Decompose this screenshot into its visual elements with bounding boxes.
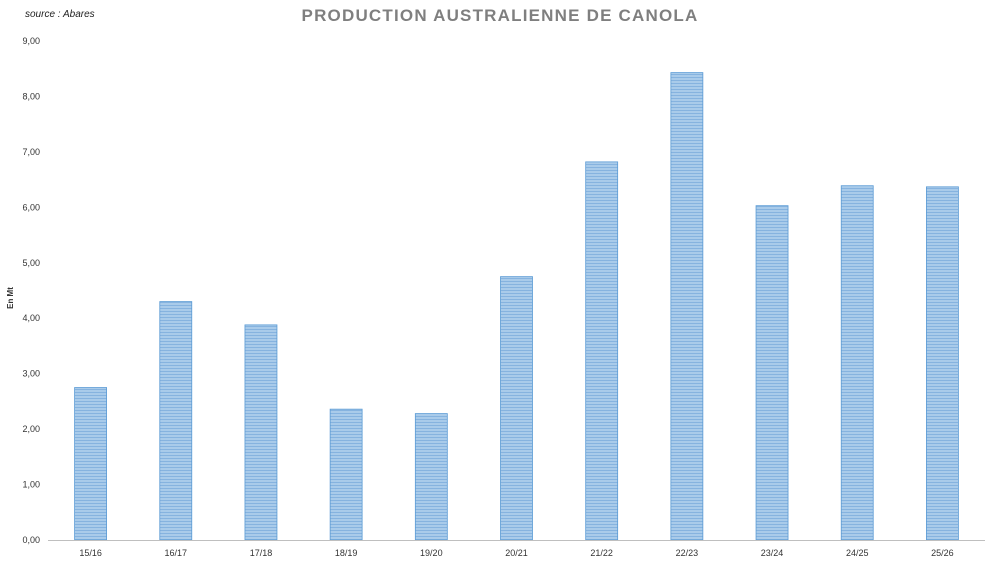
bar	[500, 276, 533, 541]
x-tick-label: 22/23	[676, 548, 699, 558]
bar	[74, 387, 107, 541]
chart-title: PRODUCTION AUSTRALIENNE DE CANOLA	[301, 6, 699, 25]
y-tick-label: 1,00	[22, 480, 40, 490]
y-tick-label: 8,00	[22, 91, 40, 101]
bar	[585, 161, 619, 541]
x-tick-label: 17/18	[250, 548, 273, 558]
bar	[840, 185, 874, 541]
y-tick-label: 2,00	[22, 424, 40, 434]
bar	[329, 408, 363, 541]
y-tick-label: 0,00	[22, 535, 40, 545]
x-tick-labels: 15/16 16/17 17/18 18/19 19/20 20/21 21/22 22/23…	[79, 548, 953, 558]
x-tick-label: 15/16	[79, 548, 102, 558]
x-tick-label: 25/26	[931, 548, 954, 558]
bar	[159, 301, 193, 541]
bar	[926, 186, 959, 541]
x-tick-label: 23/24	[761, 548, 784, 558]
bar	[670, 72, 704, 541]
bars	[74, 72, 959, 541]
y-tick-label: 9,00	[22, 36, 40, 46]
y-tick-labels: 0,00 1,00 2,00 3,00 4,00 5,00 6,00 7,00 8,00 9,00	[22, 36, 40, 545]
y-tick-label: 5,00	[22, 258, 40, 268]
source-note: source : Abares	[25, 9, 95, 20]
y-tick-label: 3,00	[22, 369, 40, 379]
x-tick-label: 21/22	[590, 548, 613, 558]
y-tick-label: 4,00	[22, 313, 40, 323]
bar	[244, 324, 278, 541]
y-axis-title: En Mt	[6, 287, 15, 309]
x-tick-label: 19/20	[420, 548, 443, 558]
x-tick-label: 20/21	[505, 548, 528, 558]
y-tick-label: 6,00	[22, 202, 40, 212]
x-tick-label: 18/19	[335, 548, 358, 558]
y-tick-label: 7,00	[22, 147, 40, 157]
x-tick-label: 16/17	[165, 548, 188, 558]
bar	[755, 205, 789, 541]
x-tick-label: 24/25	[846, 548, 869, 558]
bar	[414, 413, 448, 541]
